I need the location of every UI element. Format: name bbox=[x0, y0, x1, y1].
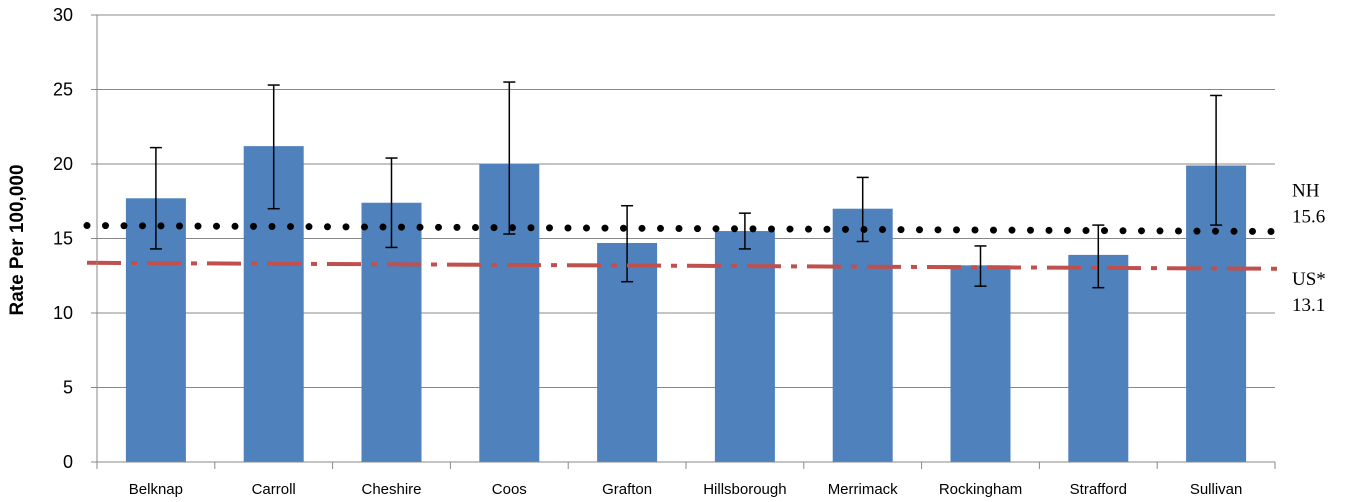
y-tick-label: 5 bbox=[63, 378, 73, 398]
category-label: Strafford bbox=[1070, 481, 1127, 498]
category-label: Cheshire bbox=[361, 481, 421, 498]
us-reference-line bbox=[86, 260, 1288, 271]
error-bars bbox=[149, 81, 1223, 289]
y-tick-label: 0 bbox=[63, 452, 73, 472]
category-label: Carroll bbox=[252, 481, 296, 498]
bar bbox=[832, 208, 893, 462]
axes bbox=[91, 14, 1276, 469]
nh-reference-line bbox=[83, 222, 1291, 236]
category-label: Sullivan bbox=[1190, 481, 1243, 498]
category-label: Merrimack bbox=[828, 481, 898, 498]
category-label: Hillsborough bbox=[703, 481, 786, 498]
reference-label-name: US* bbox=[1292, 269, 1326, 290]
labels: 0 5 10 15 20 25 30 Belknap Carroll Cheshire Coos Gr… bbox=[53, 5, 1326, 498]
reference-lines bbox=[83, 222, 1291, 271]
category-label: Grafton bbox=[602, 481, 652, 498]
y-tick-label: 30 bbox=[53, 5, 73, 25]
reference-label-value: 15.6 bbox=[1292, 207, 1325, 228]
y-tick-label: 15 bbox=[53, 229, 73, 249]
y-axis-title: Rate Per 100,000 bbox=[7, 164, 28, 315]
bar bbox=[1068, 254, 1129, 462]
category-label: Belknap bbox=[129, 481, 183, 498]
category-label: Coos bbox=[492, 481, 527, 498]
bar bbox=[950, 265, 1011, 462]
bar bbox=[714, 231, 775, 462]
reference-label-name: NH bbox=[1292, 181, 1320, 202]
y-tick-label: 20 bbox=[53, 154, 73, 174]
y-tick-label: 25 bbox=[53, 80, 73, 100]
bars bbox=[125, 146, 1247, 463]
y-tick-label: 10 bbox=[53, 303, 73, 323]
category-label: Rockingham bbox=[939, 481, 1022, 498]
reference-label-value: 13.1 bbox=[1292, 295, 1325, 316]
